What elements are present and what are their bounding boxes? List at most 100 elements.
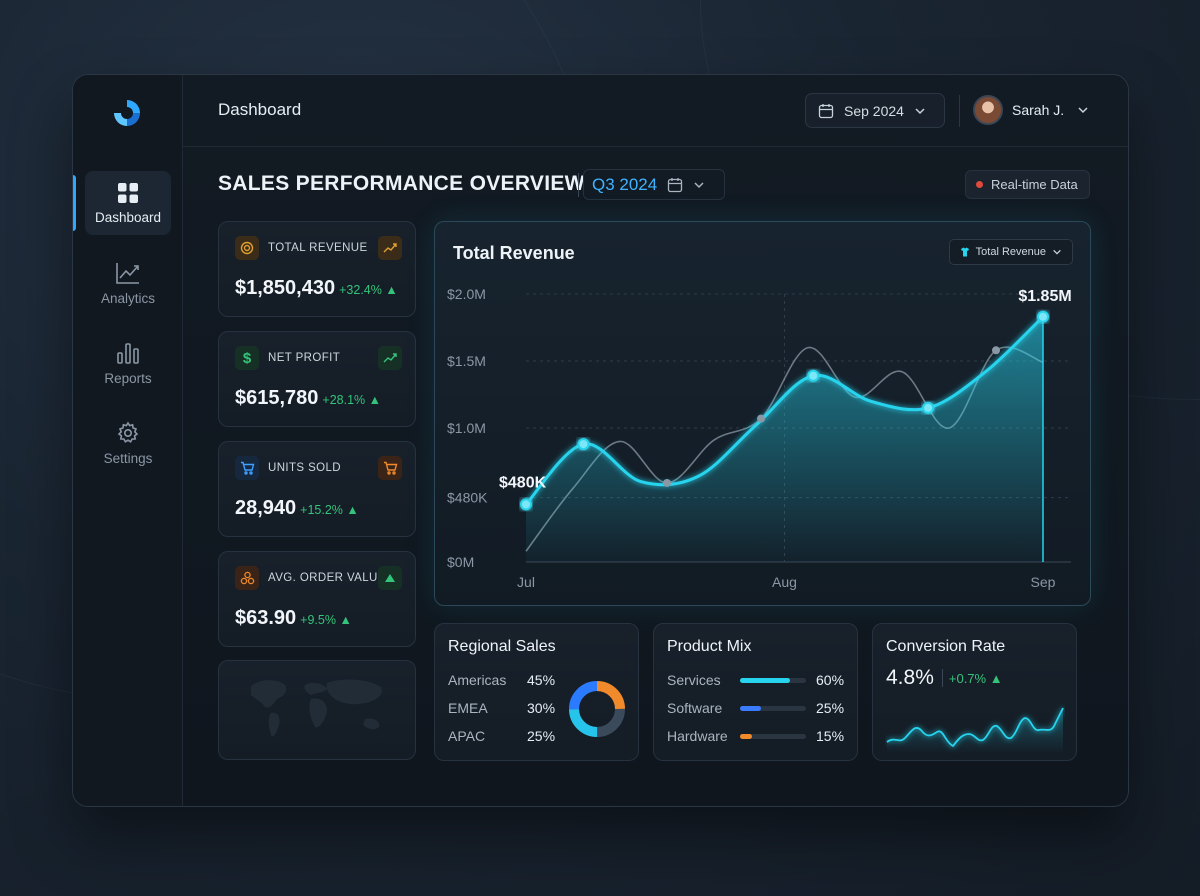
realtime-label: Real-time Data: [991, 177, 1078, 192]
bar-chart-icon: [117, 342, 139, 364]
date-selector[interactable]: Sep 2024: [805, 93, 945, 128]
primary-series-line: [524, 315, 1045, 506]
donut-segment: [569, 681, 625, 737]
x-tick-label: Sep: [1031, 574, 1056, 590]
kpi-change: +9.5% ▲: [300, 613, 352, 627]
sidebar-item-dashboard[interactable]: Dashboard: [85, 171, 171, 235]
chevron-down-icon: [694, 181, 704, 188]
user-menu[interactable]: Sarah J.: [973, 95, 1089, 125]
progress-fill: [740, 734, 753, 739]
kpi-change: +32.4% ▲: [339, 283, 398, 297]
card-title: Regional Sales: [448, 638, 556, 655]
sidebar-item-label: Settings: [103, 450, 153, 466]
boxes-icon: [235, 566, 259, 590]
region-pct: 25%: [527, 728, 556, 744]
world-map-card[interactable]: [218, 660, 416, 760]
grid-icon: [118, 182, 138, 203]
dollar-icon: $: [235, 346, 259, 370]
progress-track: [740, 734, 806, 739]
progress-track: [740, 678, 806, 683]
secondary-data-point: [992, 346, 1000, 355]
conversion-rate-card[interactable]: Conversion Rate 4.8% +0.7% ▲: [872, 623, 1077, 761]
kpi-label: AVG. ORDER VALUE: [268, 572, 386, 584]
revenue-chart-card[interactable]: Total Revenue Total Revenue $0M $480K $1.0…: [434, 221, 1091, 606]
calendar-icon: [818, 103, 834, 118]
kpi-value: $1,850,430 +32.4% ▲: [235, 277, 398, 300]
gear-icon: [117, 420, 139, 443]
list-item: EMEA 30%: [448, 700, 555, 716]
kpi-card-avg-order-value[interactable]: AVG. ORDER VALUE $63.90 +9.5% ▲: [218, 551, 416, 647]
region-name: Americas: [448, 672, 507, 688]
cart-icon: [235, 456, 259, 480]
sidebar-item-label: Dashboard: [94, 209, 162, 225]
y-tick-label: $480K: [447, 490, 488, 506]
primary-data-point: [1037, 310, 1049, 323]
trend-up-icon: [378, 236, 402, 260]
shirt-icon: [960, 247, 969, 257]
product-pct: 25%: [816, 700, 845, 716]
donut-segment: [569, 681, 625, 737]
conversion-value-row: 4.8% +0.7% ▲: [886, 666, 1003, 690]
conversion-change-text: +0.7%: [948, 670, 987, 686]
chevron-down-icon: [1078, 107, 1088, 114]
world-map-icon: [251, 679, 382, 737]
region-name: EMEA: [448, 700, 488, 716]
conversion-value: 4.8%: [886, 666, 934, 689]
secondary-data-point: [663, 478, 671, 487]
conversion-change: +0.7% ▲: [948, 670, 1003, 686]
kpi-card-net-profit[interactable]: $ NET PROFIT $615,780 +28.1% ▲: [218, 331, 416, 427]
realtime-badge[interactable]: Real-time Data: [965, 170, 1090, 199]
app-logo: [114, 100, 140, 126]
revenue-metric-dropdown[interactable]: Total Revenue: [948, 239, 1073, 265]
quarter-label: Q3 2024: [592, 174, 658, 194]
calendar-icon: [668, 177, 683, 192]
live-dot-icon: [976, 181, 983, 188]
sidebar-item-label: Analytics: [100, 290, 156, 306]
primary-data-point: [577, 438, 590, 451]
kpi-card-total-revenue[interactable]: TOTAL REVENUE $1,850,430 +32.4% ▲: [218, 221, 416, 317]
product-name: Services: [667, 672, 721, 688]
product-mix-card[interactable]: Product Mix Services 60% Software 25% Hardwa…: [653, 623, 858, 761]
start-value-label: $480K: [499, 474, 547, 491]
kpi-value-text: $1,850,430: [235, 277, 336, 299]
regional-sales-card[interactable]: Regional Sales Americas 45% EMEA 30% APAC 2…: [434, 623, 639, 761]
primary-data-point: [922, 401, 935, 414]
y-tick-label: $1.5M: [447, 353, 486, 369]
product-pct: 60%: [816, 672, 845, 688]
product-name: Software: [667, 700, 723, 716]
list-item: Software 25%: [667, 700, 844, 716]
y-tick-label: $0M: [447, 554, 474, 570]
x-tick-label: Jul: [517, 574, 535, 590]
user-name: Sarah J.: [1012, 102, 1065, 118]
sidebar-item-label: Reports: [104, 370, 152, 386]
date-selector-label: Sep 2024: [844, 102, 904, 119]
sidebar-item-reports[interactable]: Reports: [85, 331, 171, 395]
kpi-change-text: +32.4%: [339, 283, 382, 297]
region-name: APAC: [448, 728, 486, 744]
kpi-change: +15.2% ▲: [300, 503, 359, 517]
primary-series-area: [526, 316, 1043, 562]
donut-segment: [569, 681, 625, 737]
dashboard-window: Dashboard Analytics Reports Settings Das…: [72, 74, 1129, 807]
kpi-value-text: 28,940: [235, 497, 297, 519]
chevron-down-icon: [1053, 249, 1061, 255]
kpi-label: NET PROFIT: [268, 352, 341, 364]
list-item: Hardware 15%: [667, 728, 844, 744]
region-pct: 45%: [527, 672, 556, 688]
secondary-data-point: [757, 414, 765, 423]
coin-icon: [235, 236, 259, 260]
sidebar-item-settings[interactable]: Settings: [85, 411, 171, 475]
kpi-value: $615,780 +28.1% ▲: [235, 387, 381, 410]
sidebar-item-analytics[interactable]: Analytics: [85, 251, 171, 315]
kpi-card-units-sold[interactable]: UNITS SOLD 28,940 +15.2% ▲: [218, 441, 416, 537]
progress-fill: [740, 678, 790, 683]
progress-track: [740, 706, 806, 711]
kpi-change-text: +9.5%: [300, 613, 336, 627]
active-nav-indicator: [73, 175, 76, 231]
quarter-selector[interactable]: Q3 2024: [583, 169, 725, 200]
revenue-area-chart: $0M $480K $1.0M $1.5M $2.0M Jul Aug Sep $480K $1…: [447, 286, 1072, 590]
kpi-value-text: $63.90: [235, 607, 297, 629]
y-tick-label: $2.0M: [447, 286, 486, 302]
trend-up-icon: [378, 346, 402, 370]
list-item: Services 60%: [667, 672, 844, 688]
